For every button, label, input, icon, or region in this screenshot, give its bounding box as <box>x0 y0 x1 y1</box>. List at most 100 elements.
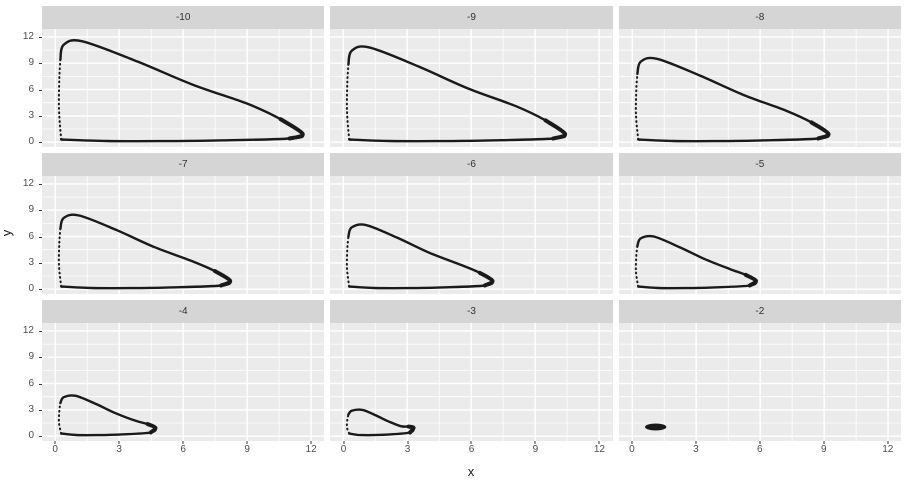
y-tick-mark <box>39 289 42 291</box>
facet-strip-label: -10 <box>175 11 191 23</box>
y-tick-mark <box>39 436 42 438</box>
y-tick-mark <box>39 262 42 264</box>
x-tick-label: 9 <box>821 444 827 455</box>
limit-cycle-tip <box>478 270 495 288</box>
x-tick-label: 6 <box>757 444 763 455</box>
y-tick-mark <box>39 409 42 411</box>
panel-gridlines <box>330 323 613 441</box>
panel-canvas <box>42 29 325 147</box>
equilibrium-point <box>644 423 666 431</box>
x-tick-label: 12 <box>593 444 605 455</box>
x-axis-col-2: 0 3 6 9 12 <box>619 441 901 457</box>
facet-panel--7 <box>42 176 325 294</box>
facet-strip--10: -10 <box>42 6 325 29</box>
facet-strip-label: -2 <box>755 305 765 317</box>
y-tick-mark <box>39 357 42 359</box>
x-tick-mark <box>54 441 56 444</box>
limit-cycle-curve <box>59 394 157 437</box>
y-tick-label: 3 <box>28 256 34 268</box>
y-tick-mark <box>39 210 42 212</box>
x-axis-title: x <box>467 464 475 479</box>
x-tick-mark <box>246 441 248 444</box>
panel-canvas <box>330 176 613 294</box>
panel-canvas <box>330 29 613 147</box>
x-tick-label: 3 <box>693 444 699 455</box>
x-tick-label: 0 <box>52 444 58 455</box>
y-tick-mark <box>39 330 42 332</box>
x-tick-mark <box>343 441 345 444</box>
limit-cycle-sparse-points <box>57 58 63 141</box>
limit-cycle-tip <box>406 424 416 435</box>
y-tick-label: 0 <box>28 136 34 148</box>
x-tick-label: 6 <box>180 444 186 455</box>
y-axis-row-2: 12 9 6 3 0 <box>0 323 42 441</box>
y-tick-label: 6 <box>28 230 34 242</box>
panel-gridlines <box>618 176 901 294</box>
x-tick-mark <box>407 441 409 444</box>
panel-gridlines <box>330 176 613 294</box>
x-tick-mark <box>823 441 825 444</box>
limit-cycle-tip <box>808 120 831 141</box>
facet-strip--3: -3 <box>330 300 613 323</box>
x-tick-label: 12 <box>305 444 317 455</box>
panel-canvas <box>618 29 901 147</box>
x-tick-mark <box>598 441 600 444</box>
x-tick-mark <box>470 441 472 444</box>
x-tick-mark <box>534 441 536 444</box>
facet-strip--8: -8 <box>618 6 901 29</box>
x-tick-mark <box>759 441 761 444</box>
panel-canvas <box>618 176 901 294</box>
x-tick-mark <box>118 441 120 444</box>
y-axis-row-1: 12 9 6 3 0 <box>0 176 42 294</box>
y-tick-mark <box>39 236 42 238</box>
limit-cycle-tip <box>212 269 233 288</box>
x-tick-label: 3 <box>116 444 122 455</box>
limit-cycle-tip <box>145 422 158 435</box>
x-tick-mark <box>695 441 697 444</box>
y-tick-label: 9 <box>28 57 34 69</box>
y-tick-label: 12 <box>22 177 34 189</box>
y-tick-mark <box>39 142 42 144</box>
facet-strip-label: -3 <box>467 305 476 317</box>
x-tick-label: 0 <box>340 444 347 455</box>
y-tick-label: 0 <box>28 283 34 295</box>
y-tick-mark <box>39 63 42 65</box>
x-axis-col-1: 0 3 6 9 12 <box>330 441 612 457</box>
facet-strip-label: -4 <box>178 305 188 317</box>
facet-strip--7: -7 <box>42 153 325 176</box>
limit-cycle-tip <box>278 117 305 141</box>
limit-cycle-curve <box>59 213 232 290</box>
x-tick-label: 6 <box>468 444 475 455</box>
limit-cycle-sparse-points <box>346 235 351 288</box>
limit-cycle-sparse-points <box>346 413 351 435</box>
limit-cycle-curve <box>347 408 416 437</box>
x-tick-label: 0 <box>629 444 635 455</box>
limit-cycle-tip <box>743 272 758 288</box>
facet-strip--6: -6 <box>330 153 613 176</box>
facet-panel--8 <box>618 29 901 147</box>
facet-panel--9 <box>330 29 613 147</box>
facet-strip-label: -5 <box>755 158 765 170</box>
facet-panel--6 <box>330 176 613 294</box>
facet-strip-label: -7 <box>178 158 188 170</box>
x-tick-label: 3 <box>404 444 411 455</box>
x-tick-mark <box>310 441 312 444</box>
y-tick-label: 9 <box>28 351 34 363</box>
y-axis-row-0: 12 9 6 3 0 <box>0 29 42 147</box>
facet-panel--5 <box>618 176 901 294</box>
panel-canvas <box>42 323 325 441</box>
facet-strip-label: -9 <box>467 11 476 23</box>
x-tick-mark <box>182 441 184 444</box>
y-tick-label: 0 <box>28 430 34 442</box>
y-tick-mark <box>39 183 42 185</box>
x-tick-mark <box>887 441 889 444</box>
limit-cycle-sparse-points <box>634 72 639 141</box>
y-tick-label: 9 <box>28 204 34 216</box>
panel-gridlines <box>42 29 325 147</box>
limit-cycle-sparse-points <box>634 245 639 288</box>
y-tick-mark <box>39 36 42 38</box>
limit-cycle-sparse-points <box>57 402 63 435</box>
panel-canvas <box>330 323 613 441</box>
panel-gridlines <box>42 176 325 294</box>
